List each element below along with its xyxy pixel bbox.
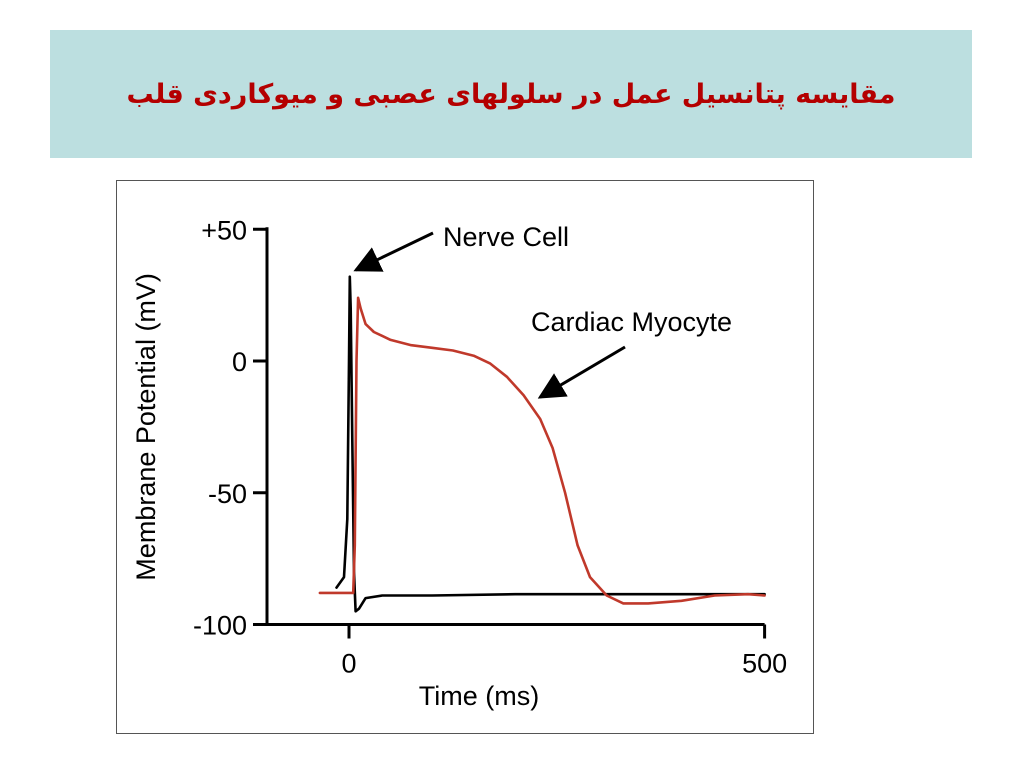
annotation-arrow-nerve-cell [353, 231, 434, 272]
series-line-nerve-cell [335, 275, 766, 613]
y-tick-label: -50 [208, 479, 247, 509]
y-axis-title: Membrane Potential (mV) [131, 273, 161, 581]
series-line-cardiac-myocyte [318, 296, 766, 605]
annotation-label-nerve-cell: Nerve Cell [443, 222, 569, 252]
action-potential-chart: +50 0 -50 -100 0 500 Time (ms) Membrane Potenti… [131, 215, 787, 711]
title-band: مقایسه پتانسیل عمل در سلولهای عصبی و میو… [50, 30, 972, 158]
x-axis-title: Time (ms) [419, 681, 539, 711]
slide-title: مقایسه پتانسیل عمل در سلولهای عصبی و میو… [126, 78, 896, 110]
chart-frame: +50 0 -50 -100 0 500 Time (ms) Membrane Potenti… [116, 180, 814, 734]
y-tick-label: -100 [193, 611, 247, 641]
x-tick-label: 500 [742, 649, 787, 679]
y-tick-label: 0 [232, 347, 247, 377]
y-tick-label: +50 [201, 215, 247, 245]
annotation-arrow-cardiac-myocyte [537, 345, 626, 399]
annotation-label-cardiac-myocyte: Cardiac Myocyte [531, 307, 732, 337]
x-tick-label: 0 [341, 649, 356, 679]
